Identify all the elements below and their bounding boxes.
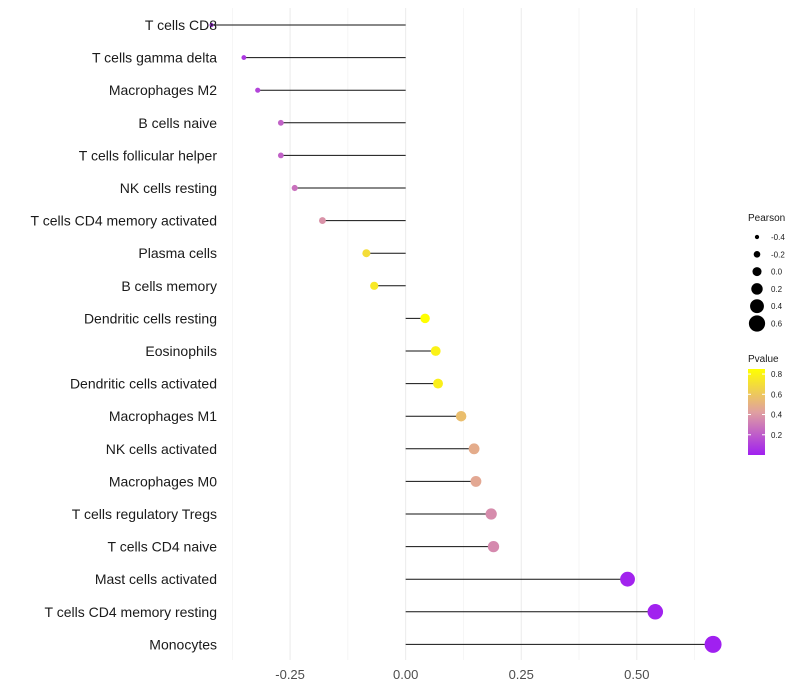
pvalue-legend-label: 0.6 <box>771 390 783 399</box>
row-label: T cells CD4 memory activated <box>31 213 217 229</box>
pvalue-legend-label: 0.4 <box>771 411 783 420</box>
data-point <box>277 152 284 159</box>
x-tick-label: 0.50 <box>624 667 649 682</box>
data-point <box>241 55 247 61</box>
y-axis-labels: T cells CD8 T cells gamma delta Macrophage… <box>31 17 218 652</box>
row-label: NK cells activated <box>106 441 217 457</box>
data-point <box>485 508 497 520</box>
data-point <box>433 378 443 389</box>
data-point <box>470 475 482 487</box>
x-axis-labels: -0.25 0.00 0.25 0.50 <box>275 667 649 682</box>
pvalue-legend-label: 0.2 <box>771 431 783 440</box>
grid-layer <box>232 8 695 660</box>
row-label: Plasma cells <box>138 245 217 261</box>
row-label: T cells CD8 <box>145 17 217 33</box>
row-label: B cells memory <box>121 278 217 294</box>
row-label: T cells gamma delta <box>92 50 217 66</box>
x-tick-label: -0.25 <box>275 667 305 682</box>
row-label: T cells CD4 memory resting <box>45 604 217 620</box>
row-label: Eosinophils <box>145 343 217 359</box>
row-label: Macrophages M2 <box>109 82 217 98</box>
pearson-legend-key <box>751 283 763 295</box>
data-point <box>255 87 261 93</box>
pearson-legend-label: 0.4 <box>771 302 783 311</box>
pvalue-colorbar <box>748 369 765 455</box>
row-label: Macrophages M1 <box>109 408 217 424</box>
row-label: Dendritic cells resting <box>84 310 217 326</box>
data-point <box>455 410 467 422</box>
row-label: Monocytes <box>149 636 217 652</box>
pearson-legend-label: 0.6 <box>771 320 783 329</box>
row-label: Dendritic cells activated <box>70 376 217 392</box>
pearson-legend-key <box>754 234 760 240</box>
row-label: T cells regulatory Tregs <box>72 506 217 522</box>
data-point <box>370 281 379 290</box>
pearson-legend-title: Pearson <box>748 213 785 224</box>
pearson-legend-label: 0.2 <box>771 285 783 294</box>
x-tick-label: 0.25 <box>509 667 534 682</box>
row-label: T cells CD4 naive <box>108 539 218 555</box>
pearson-legend-key <box>750 299 764 314</box>
pearson-legend-label: 0.0 <box>771 268 783 277</box>
data-point <box>362 249 371 258</box>
data-point <box>277 119 284 126</box>
pvalue-legend-label: 0.8 <box>771 370 783 379</box>
data-point <box>468 443 480 455</box>
data-point <box>430 346 441 356</box>
data-point <box>420 313 430 324</box>
pvalue-legend: Pvalue 0.2 0.4 0.6 0.8 <box>748 354 783 455</box>
row-label: Mast cells activated <box>95 571 217 587</box>
pearson-legend-key <box>748 315 766 332</box>
row-label: B cells naive <box>138 115 217 131</box>
data-point <box>704 635 722 653</box>
pvalue-legend-title: Pvalue <box>748 354 779 365</box>
data-point <box>291 184 298 192</box>
data-point <box>319 217 326 225</box>
stems-layer <box>211 24 714 645</box>
pearson-legend-label: -0.4 <box>771 233 785 242</box>
data-point <box>620 571 635 587</box>
row-label: Macrophages M0 <box>109 473 217 489</box>
pearson-legend-key <box>753 250 761 258</box>
row-label: T cells follicular helper <box>79 147 218 163</box>
x-tick-label: 0.00 <box>393 667 418 682</box>
data-point <box>647 604 664 620</box>
pearson-legend-key <box>752 267 762 277</box>
pearson-legend: Pearson -0.4 -0.2 0.0 0.2 0.4 0.6 <box>748 213 785 332</box>
data-point <box>487 540 500 553</box>
row-label: NK cells resting <box>120 180 217 196</box>
dots-layer <box>209 23 722 653</box>
pearson-legend-label: -0.2 <box>771 250 785 259</box>
data-point <box>209 23 214 27</box>
